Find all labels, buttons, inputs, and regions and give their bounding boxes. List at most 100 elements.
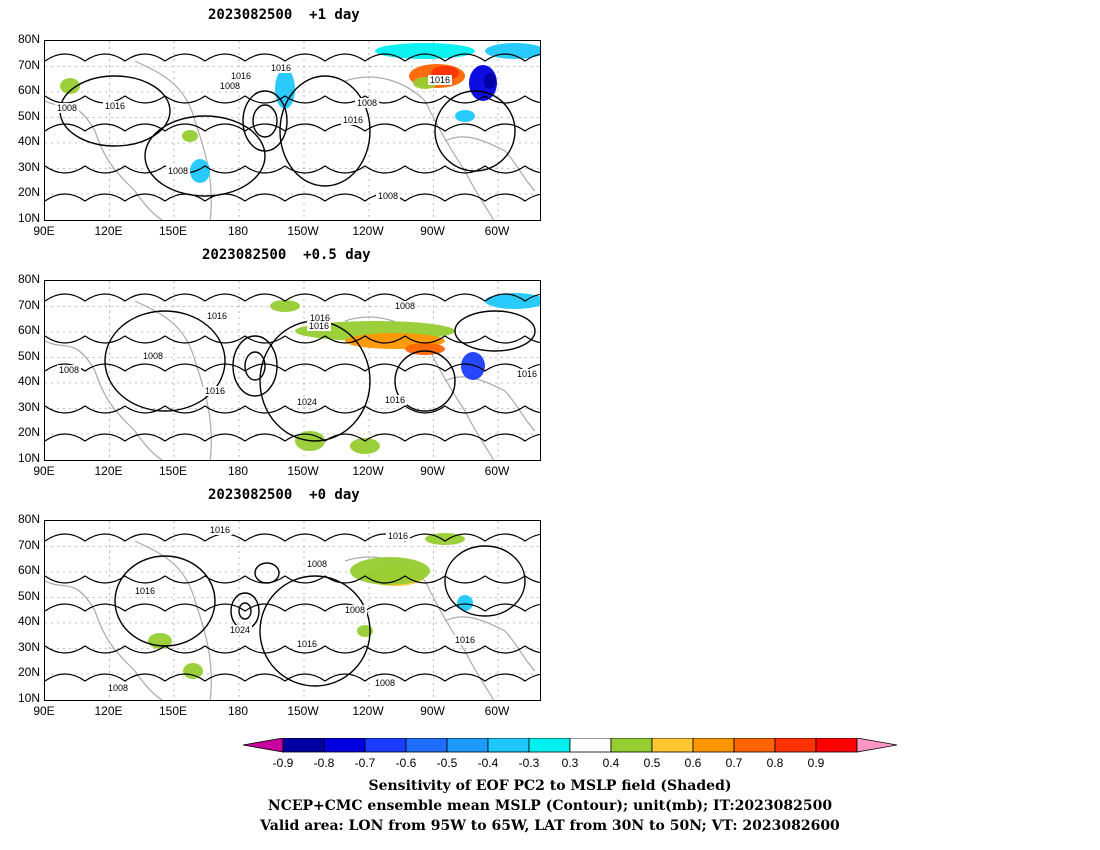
contour-label: 1016 — [343, 115, 363, 125]
colorbar-swatch — [487, 738, 530, 753]
sensitivity-shading — [270, 300, 300, 312]
lon-tick-label: 60W — [484, 704, 510, 718]
lat-tick-label: 60N — [17, 323, 40, 337]
contour-label-bg — [269, 63, 293, 73]
contour-label-bg — [106, 683, 130, 693]
colorbar-swatch — [815, 738, 858, 753]
colorbar-swatch — [446, 738, 489, 753]
lon-tick-label: 90W — [420, 704, 445, 718]
colorbar-swatch — [692, 738, 735, 753]
map-panel-2: 1016 1008 1016 1016 1008 1016 1024 1016 1008 1016 — [44, 280, 541, 461]
lat-tick-label: 30N — [17, 159, 40, 174]
lon-tick-label: 90W — [420, 464, 445, 478]
colorbar-tick-label: 0.7 — [725, 756, 743, 770]
sensitivity-shading — [484, 73, 496, 89]
caption-line-3: Valid area: LON from 95W to 65W, LAT fro… — [260, 818, 840, 834]
lon-tick-label: 120E — [94, 464, 123, 478]
colorbar-tick-label: -0.6 — [395, 756, 417, 770]
contour-label: 1016 — [297, 639, 317, 649]
coastline — [444, 616, 536, 672]
contour-label-bg — [218, 81, 242, 91]
isobar-contour — [238, 602, 252, 620]
contour-label: 1008 — [57, 103, 77, 113]
colorbar-swatch — [733, 738, 776, 753]
contour-label-bg — [133, 586, 157, 596]
colorbar-swatch — [651, 738, 694, 753]
colorbar-tick-label: -0.5 — [436, 756, 458, 770]
isobar-contour — [45, 533, 540, 542]
lon-tick-label: 150E — [158, 464, 188, 478]
isobar-contour — [114, 555, 216, 647]
panel-title-3: 2023082500 +0 day — [208, 487, 360, 503]
lat-tick-label: 10N — [17, 211, 40, 225]
panel-title-1: 2023082500 +1 day — [208, 7, 360, 23]
contour-label: 1016 — [388, 531, 408, 541]
lon-tick-label: 90W — [420, 224, 445, 238]
isobar-contour — [444, 545, 526, 617]
isobar-contour — [45, 603, 540, 612]
contour-label-bg — [343, 605, 367, 615]
sensitivity-shading — [357, 625, 373, 637]
contour-label: 1008 — [59, 365, 79, 375]
contour-label-bg — [376, 191, 400, 201]
colorbar-over-arrow — [856, 738, 898, 753]
contour-label: 1024 — [230, 625, 250, 635]
isobar-contour — [104, 310, 226, 412]
lat-tick-label: 70N — [17, 57, 40, 72]
contour-label-bg — [103, 101, 127, 111]
colorbar-under-arrow — [242, 738, 284, 753]
contour-label: 1016 — [135, 586, 155, 596]
colorbar-swatch — [364, 738, 407, 753]
coastline — [134, 60, 212, 220]
colorbar-swatch — [528, 738, 571, 753]
lon-tick-label: 90E — [33, 464, 55, 478]
lat-tick-label: 10N — [17, 691, 40, 705]
lat-tick-label: 30N — [17, 399, 40, 414]
contour-label: 1016 — [231, 71, 251, 81]
contour-label-bg — [305, 559, 329, 569]
contour-label: 1016 — [210, 525, 230, 535]
isobar-contour — [45, 405, 540, 414]
contour-label: 1016 — [309, 321, 329, 331]
contour-label: 1016 — [271, 63, 291, 73]
lon-tick-label: 120E — [94, 224, 123, 238]
contour-label-bg — [386, 531, 410, 541]
sensitivity-shading — [455, 110, 475, 122]
colorbar-swatch — [282, 738, 325, 753]
contour-label: 1016 — [205, 386, 225, 396]
lon-tick-label: 90E — [33, 224, 55, 238]
contour-label: 1016 — [385, 395, 405, 405]
isobar-contour — [45, 673, 540, 682]
contour-label: 1008 — [143, 351, 163, 361]
isobar-contour — [45, 53, 540, 62]
lon-tick-label: 120E — [94, 704, 123, 718]
contour-label-bg — [453, 635, 477, 645]
isobar-contour — [279, 75, 371, 187]
contour-label-bg — [229, 71, 253, 81]
contour-label-bg — [308, 313, 332, 323]
colorbar-tick-label: 0.3 — [561, 756, 579, 770]
colorbar-swatch — [569, 738, 612, 753]
contour-label-bg — [295, 639, 319, 649]
contour-label-bg — [208, 525, 232, 535]
contour-label: 1008 — [378, 191, 398, 201]
lat-tick-label: 60N — [17, 563, 40, 577]
isobar-contour — [45, 95, 540, 104]
contour-label: 1008 — [168, 166, 188, 176]
lat-tick-label: 50N — [17, 108, 40, 123]
colorbar-tick-label: 0.5 — [643, 756, 661, 770]
colorbar-swatch — [323, 738, 366, 753]
isobar-contour — [244, 351, 266, 381]
colorbar-tick-label: -0.9 — [272, 756, 294, 770]
lat-tick-label: 40N — [17, 614, 40, 628]
isobar-contour — [45, 645, 540, 654]
colorbar-tick-label: 0.9 — [807, 756, 825, 770]
coastline — [45, 580, 164, 700]
isobar-contour — [45, 293, 540, 302]
sensitivity-shading — [60, 78, 80, 94]
contour-label-bg — [515, 369, 539, 379]
colorbar-swatch — [405, 738, 448, 753]
lon-tick-label: 180 — [227, 704, 249, 718]
contour-label-bg — [307, 321, 331, 331]
